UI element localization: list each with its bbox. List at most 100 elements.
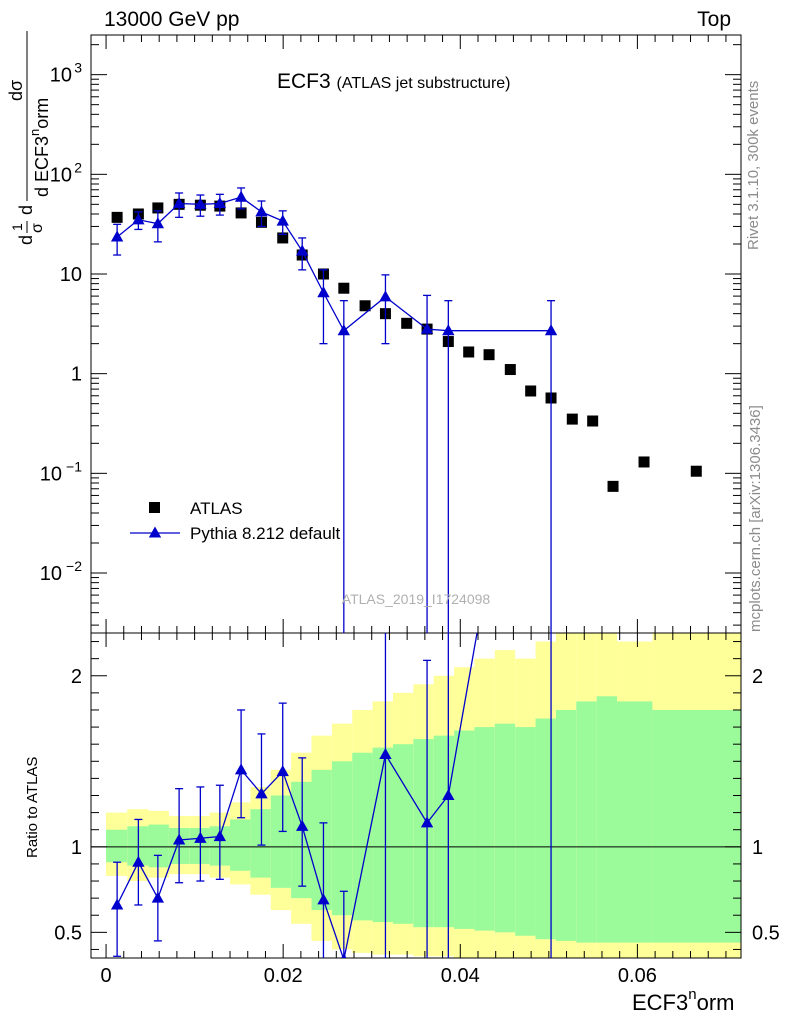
ratio-point xyxy=(276,765,289,777)
ratio-y-tick-label: 1 xyxy=(71,837,82,859)
top-y-tick-label: 10 xyxy=(40,463,62,485)
inner-band-bin xyxy=(617,701,653,943)
pythia-point xyxy=(420,322,434,334)
ratio-y-tick-label-right: 1 xyxy=(752,837,763,859)
atlas-point xyxy=(463,346,475,358)
ratio-point xyxy=(213,830,227,842)
ratio-bands xyxy=(106,633,741,958)
ratio-y-tick-label: 2 xyxy=(71,666,82,688)
top-y-tick-label: 10 xyxy=(40,563,62,585)
pythia-point xyxy=(194,197,207,209)
header-left: 13000 GeV pp xyxy=(104,8,240,31)
atlas-point xyxy=(111,211,123,223)
atlas-point xyxy=(566,413,578,425)
top-y-tick-label: 10 xyxy=(50,65,72,87)
y-label-d: d xyxy=(16,235,36,245)
ratio-line xyxy=(343,754,387,958)
ratio-point xyxy=(420,816,434,828)
pythia-line xyxy=(385,296,449,332)
ratio-y-tick-label-right: 0.5 xyxy=(752,922,780,944)
pythia-point xyxy=(172,196,186,209)
atlas-point xyxy=(638,456,650,468)
ratio-point xyxy=(442,789,455,801)
inner-band-bin xyxy=(454,730,475,929)
ratio-point xyxy=(296,819,309,831)
inner-band-bin xyxy=(148,824,169,868)
ratio-point xyxy=(194,831,207,843)
atlas-point xyxy=(607,480,619,492)
top-y-tick-label: 10 xyxy=(50,164,72,186)
inner-band-bin xyxy=(652,709,741,943)
legend-atlas-marker xyxy=(149,502,160,513)
x-axis-label-orm: orm xyxy=(697,990,735,1015)
inner-band-bin xyxy=(372,747,393,923)
ratio-x-tick-label: 0.02 xyxy=(264,965,303,987)
ratio-point xyxy=(545,207,557,218)
ratio-point xyxy=(172,833,186,845)
pythia-point xyxy=(132,213,145,225)
y-label-dsigma: dσ xyxy=(6,80,26,101)
atlas-point xyxy=(690,465,702,477)
inner-band-bin xyxy=(433,735,455,928)
y-label-d2: d xyxy=(16,205,36,215)
pythia-point xyxy=(317,286,330,298)
ratio-point xyxy=(255,787,268,799)
x-axis-label-sup: n xyxy=(688,986,696,1003)
inner-band-bin xyxy=(576,701,597,943)
inner-band-bin xyxy=(311,769,332,911)
ratio-y-tick-label: 0.5 xyxy=(54,922,82,944)
atlas-point xyxy=(483,349,495,361)
legend-pythia-marker xyxy=(148,526,162,538)
top-y-tick-exponent: 3 xyxy=(74,60,82,76)
inner-band-bin xyxy=(535,718,556,940)
atlas-point xyxy=(277,232,289,244)
top-y-tick-exponent: −1 xyxy=(66,458,82,474)
ratio-point xyxy=(132,855,145,867)
inner-band-bin xyxy=(331,761,353,916)
inner-band-bin xyxy=(515,727,536,936)
inner-band-bin xyxy=(270,795,292,888)
ratio-y-tick-label-right: 2 xyxy=(752,666,763,688)
pythia-point xyxy=(151,217,165,229)
plot-title: ECF3 (ATLAS jet substructure) xyxy=(277,70,511,93)
inner-band-bin xyxy=(250,809,271,878)
ratio-x-tick-label: 0.06 xyxy=(618,965,657,987)
ratio-y-axis-label: Ratio to ATLAS xyxy=(24,757,41,858)
ratio-point xyxy=(151,891,165,903)
inner-band-bin xyxy=(291,781,312,899)
ratio-point xyxy=(110,898,124,910)
top-panel-frame xyxy=(90,34,742,634)
ratio-point xyxy=(379,747,392,759)
top-y-tick-label: 1 xyxy=(71,364,82,386)
inner-band-bin xyxy=(392,744,414,924)
pythia-point xyxy=(255,205,268,217)
ratio-x-tick-label: 0 xyxy=(100,965,111,987)
inner-band-bin xyxy=(230,819,251,871)
pythia-point xyxy=(337,324,351,336)
atlas-point xyxy=(504,364,516,376)
pythia-point xyxy=(379,290,392,302)
atlas-point xyxy=(401,317,413,329)
top-y-tick-exponent: 2 xyxy=(74,159,82,175)
analysis-watermark: ATLAS_2019_I1724098 xyxy=(342,591,491,607)
legend-pythia-label: Pythia 8.212 default xyxy=(190,524,341,543)
y-label-denom: d ECF3norm xyxy=(27,98,52,197)
x-axis-label: ECF3norm xyxy=(632,986,734,1015)
atlas-point xyxy=(338,282,350,294)
y-label-one: 1 xyxy=(9,223,25,231)
pythia-point xyxy=(544,324,558,336)
atlas-point xyxy=(587,415,599,427)
top-y-tick-label: 10 xyxy=(60,264,82,286)
y-label-orm: orm xyxy=(32,98,52,129)
y-label-sup: n xyxy=(27,129,42,136)
atlas-point xyxy=(152,202,164,214)
ratio-x-tick-label: 0.04 xyxy=(441,965,480,987)
top-y-tick-exponent: −2 xyxy=(66,558,82,574)
ratio-point xyxy=(317,893,330,905)
atlas-point xyxy=(525,385,537,397)
header-right: Top xyxy=(697,8,731,31)
ratio-point xyxy=(341,953,347,958)
inner-band-bin xyxy=(413,739,434,928)
y-label-sigma: σ xyxy=(29,223,46,233)
